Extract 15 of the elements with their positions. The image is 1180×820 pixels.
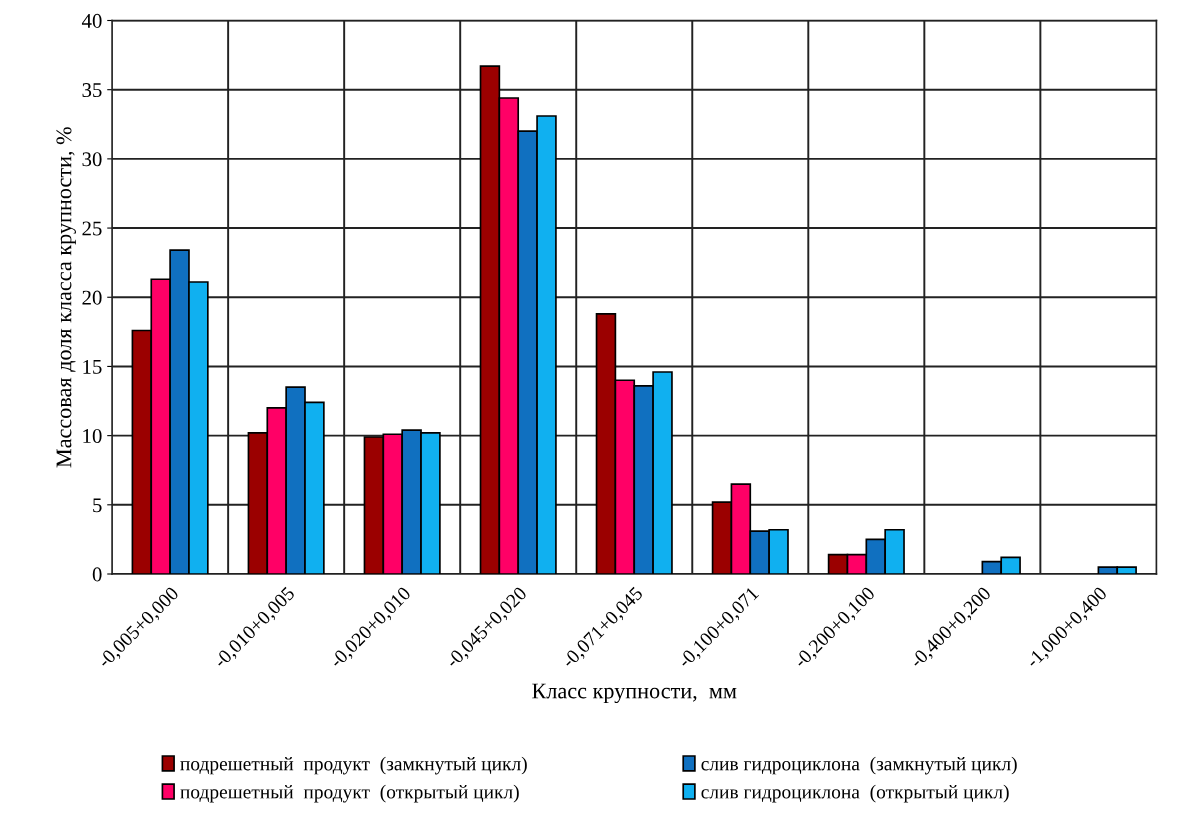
y-tick-label: 15 xyxy=(83,359,102,374)
legend-label: слив гидроциклона (открытый цикл) xyxy=(701,784,1009,803)
y-axis-title: Массовая доля класса крупности, % xyxy=(56,127,76,468)
y-tick-label: 30 xyxy=(82,152,102,167)
legend-label: слив гидроциклона (замкнутый цикл) xyxy=(701,756,1017,775)
y-tick-label: 20 xyxy=(82,290,102,305)
y-tick-label: 10 xyxy=(83,429,102,444)
legend-label: подрешетный продукт (открытый цикл) xyxy=(180,784,519,803)
y-tick-label: 0 xyxy=(92,567,102,582)
x-axis-title: Класс крупности, мм xyxy=(532,683,737,704)
y-tick-label: 35 xyxy=(82,83,102,98)
legend-label: подрешетный продукт (замкнутый цикл) xyxy=(180,756,527,775)
y-tick-label: 5 xyxy=(93,498,102,513)
y-tick-label: 40 xyxy=(81,13,102,28)
y-tick-label: 25 xyxy=(82,221,102,236)
